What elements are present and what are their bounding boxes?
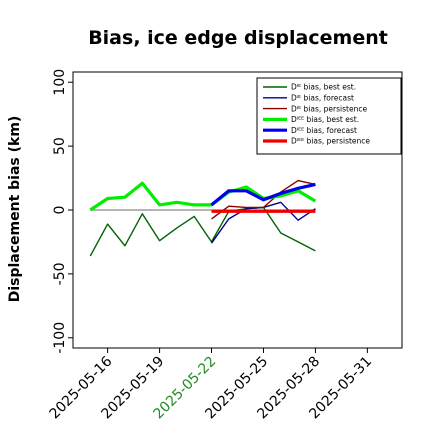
y-tick-label: 0 bbox=[52, 206, 68, 215]
legend-label: Dᴵᴱᴱ bias, persistence bbox=[291, 137, 370, 146]
legend-label: Dᴵᴱ bias, best est. bbox=[291, 83, 356, 92]
y-tick-label: -50 bbox=[52, 262, 68, 285]
legend-label: Dᴵᴱᴱ bias, best est. bbox=[291, 115, 359, 124]
legend: Dᴵᴱ bias, best est.Dᴵᴱ bias, forecastDᴵᴱ… bbox=[256, 77, 402, 155]
series-line-5 bbox=[210, 182, 316, 207]
series-line-3 bbox=[211, 179, 316, 220]
series-line-4 bbox=[89, 181, 317, 212]
legend-label: Dᴵᴱᴱ bias, forecast bbox=[291, 126, 357, 135]
y-tick-label: 50 bbox=[52, 137, 68, 155]
legend-label: Dᴵᴱ bias, forecast bbox=[291, 94, 354, 103]
y-axis-label: Displacement bias (km) bbox=[7, 116, 23, 303]
chart-title: Bias, ice edge displacement bbox=[88, 27, 388, 49]
y-tick-label: 100 bbox=[52, 69, 68, 96]
y-tick-label: -100 bbox=[52, 322, 68, 354]
legend-label: Dᴵᴱ bias, persistence bbox=[291, 104, 367, 113]
series-line-1 bbox=[89, 206, 316, 257]
